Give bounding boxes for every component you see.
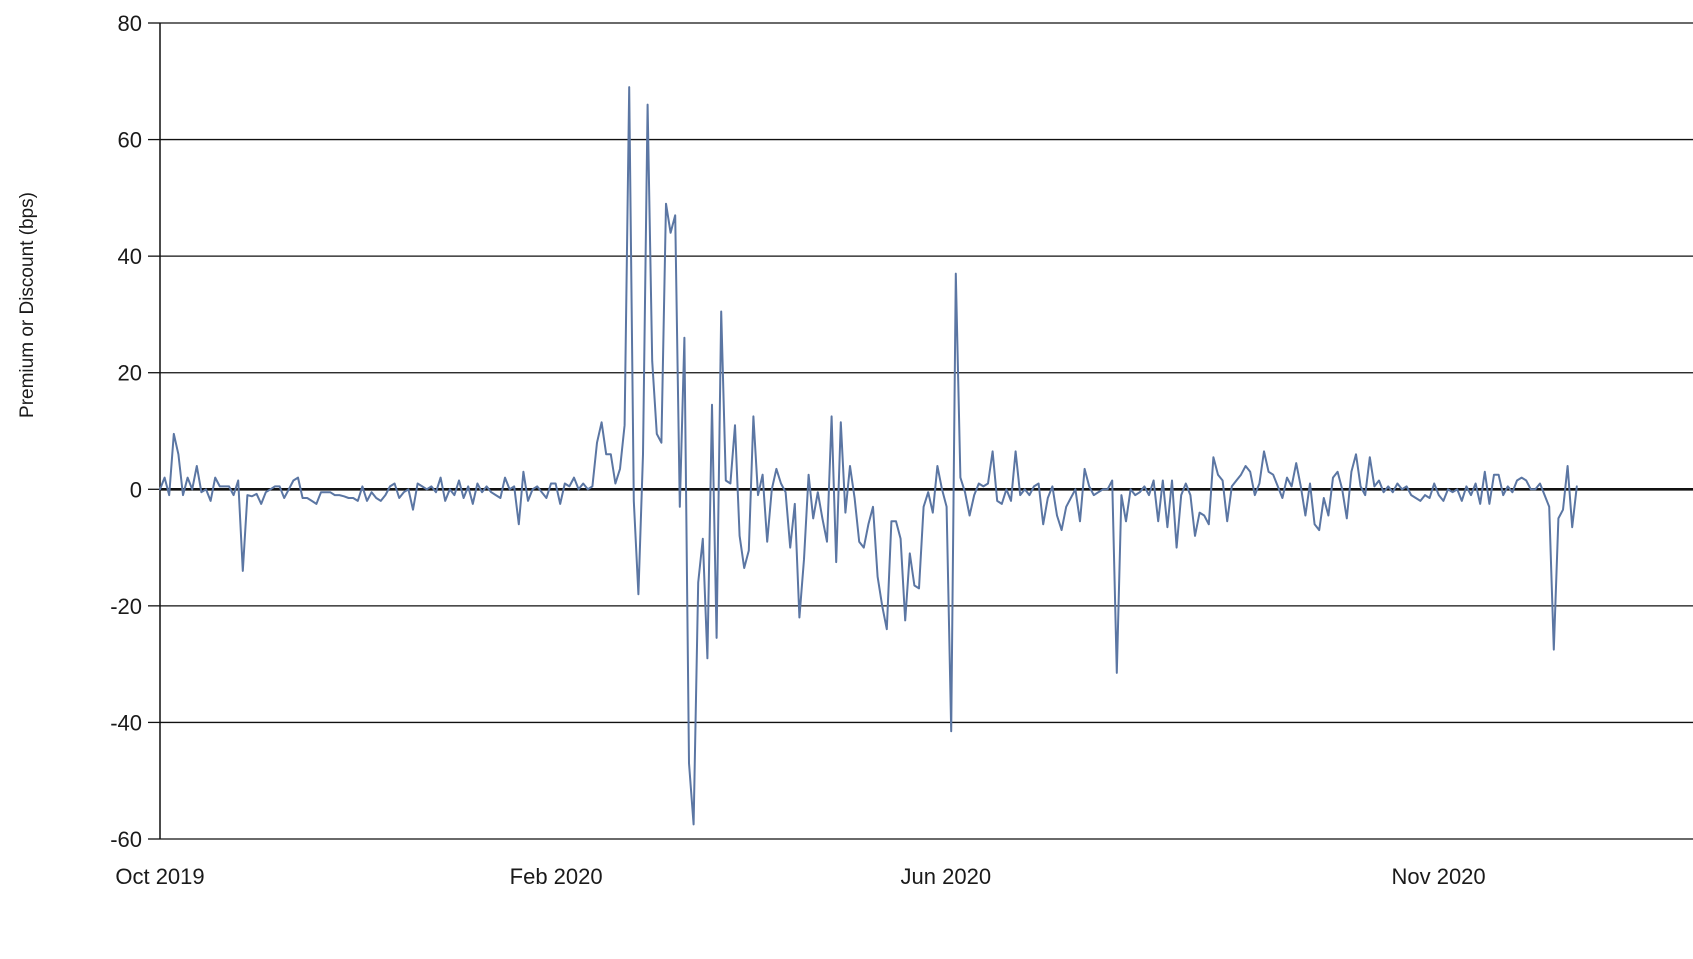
y-tick-label: -60 xyxy=(110,827,142,852)
y-tick-label: -20 xyxy=(110,594,142,619)
x-axis-ticks: Oct 2019 Feb 2020 Jun 2020 Nov 2020 xyxy=(115,864,1485,889)
y-tick-label: 40 xyxy=(118,244,142,269)
gridlines xyxy=(160,22,1693,840)
y-tick-label: -40 xyxy=(110,710,142,735)
x-tick-label: Nov 2020 xyxy=(1391,864,1485,889)
y-axis-ticks: -60 -40 -20 0 20 40 60 80 xyxy=(110,11,160,852)
y-axis-title: Premium or Discount (bps) xyxy=(17,192,38,418)
y-tick-label: 80 xyxy=(118,11,142,36)
series-line xyxy=(159,86,1578,826)
x-tick-label: Jun 2020 xyxy=(901,864,992,889)
y-tick-label: 0 xyxy=(130,477,142,502)
y-tick-label: 60 xyxy=(118,128,142,153)
series-layer xyxy=(159,86,1578,826)
x-tick-label: Feb 2020 xyxy=(510,864,603,889)
x-tick-label: Oct 2019 xyxy=(115,864,204,889)
y-tick-label: 20 xyxy=(118,361,142,386)
